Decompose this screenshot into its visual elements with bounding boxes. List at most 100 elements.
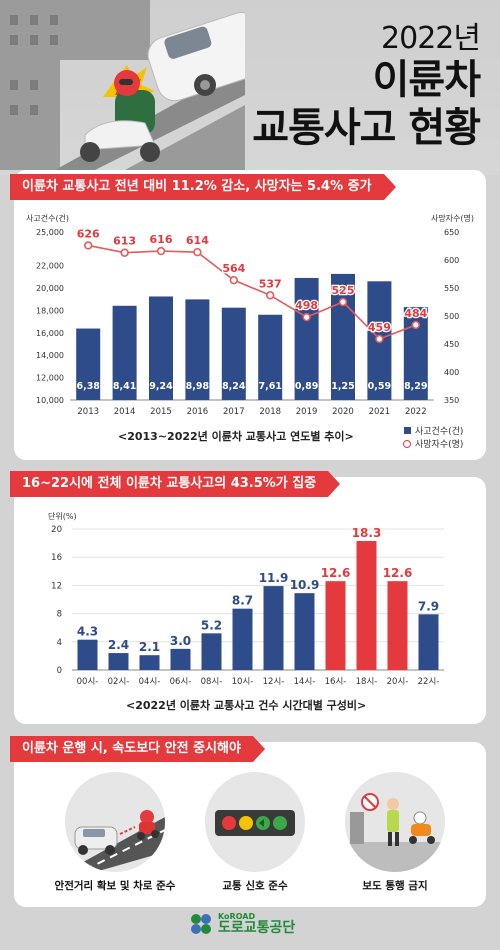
- x-tick-hour: 04시-: [139, 677, 161, 687]
- hourly-share-chart: 단위(%) 0 4 8 12 16 20 4.3 00시- 2.4 02시- 2.1 04시- 3.0 06…: [48, 511, 444, 687]
- y-tick-left: 20,000: [36, 284, 64, 293]
- yearly-trend-card: 이륜차 교통사고 전년 대비 11.2% 감소, 사망자는 5.4% 증가 사고…: [10, 170, 486, 460]
- y-tick-right: 450: [444, 340, 459, 349]
- point-deaths-label: 564: [222, 262, 245, 275]
- y-tick-right: 650: [444, 228, 459, 237]
- title-line2: 교통사고 현황: [252, 105, 481, 151]
- bar-hourly: [263, 586, 284, 670]
- hourly-share-caption: <2022년 이륜차 교통사고 건수 시간대별 구성비>: [126, 699, 367, 712]
- bar-hourly-value: 8.7: [232, 594, 253, 608]
- x-tick-hour: 20시-: [387, 677, 409, 687]
- y-tick-left: 12,000: [36, 374, 64, 383]
- bar-hourly-value: 18.3: [352, 526, 382, 540]
- point-deaths: [229, 275, 239, 285]
- yearly-trend-ribbon: 이륜차 교통사고 전년 대비 11.2% 감소, 사망자는 5.4% 증가: [10, 174, 396, 200]
- y-axis-title: 단위(%): [48, 511, 77, 521]
- point-deaths: [156, 246, 166, 256]
- bar-hourly: [108, 653, 129, 670]
- x-tick-year: 2014: [114, 407, 136, 417]
- bar-hourly-value: 7.9: [418, 599, 439, 613]
- point-deaths: [193, 247, 202, 257]
- tip-circle-3: [345, 772, 445, 872]
- bar-hourly: [325, 581, 346, 670]
- x-tick-year: 2013: [77, 407, 99, 417]
- y-tick-left: 25,000: [36, 228, 64, 237]
- bar-value-label: 20,598: [361, 381, 398, 392]
- safety-tips-ribbon: 이륜차 운행 시, 속도보다 안전 중시해야: [10, 736, 265, 762]
- bar-hourly: [356, 540, 377, 670]
- x-tick-hour: 14시-: [294, 677, 316, 687]
- point-deaths: [338, 297, 348, 307]
- yearly-trend-caption: <2013~2022년 이륜차 교통사고 연도별 추이>: [118, 430, 354, 443]
- koroad-logo-mark: [190, 913, 212, 935]
- tip-circle-2: [205, 772, 305, 872]
- bar-hourly-value: 5.2: [201, 618, 222, 632]
- point-deaths: [120, 248, 129, 257]
- bar-accidents: [221, 307, 246, 400]
- bar-hourly: [232, 608, 253, 670]
- point-deaths: [83, 241, 93, 250]
- x-tick-year: 2020: [332, 407, 354, 417]
- bar-hourly-value: 3.0: [170, 634, 191, 648]
- y-tick: 16: [51, 553, 62, 563]
- bar-value-label: 19,243: [143, 381, 180, 392]
- point-deaths: [302, 312, 311, 322]
- traffic-light-icon: [215, 810, 295, 836]
- bar-hourly: [387, 581, 408, 670]
- x-tick-hour: 08시-: [201, 677, 223, 687]
- x-tick-year: 2016: [187, 407, 209, 417]
- car-scooter-distance-icon: [65, 810, 165, 872]
- point-deaths-label: 613: [113, 235, 136, 248]
- point-deaths-label: 626: [77, 227, 100, 240]
- bar-accidents: [185, 299, 210, 400]
- legend-deaths-label: 사망자수(명): [415, 440, 464, 450]
- legend-deaths-swatch: [403, 439, 411, 448]
- y-tick: 20: [51, 525, 62, 535]
- bar-accidents: [294, 277, 319, 400]
- y-tick-right: 350: [444, 396, 459, 405]
- bar-value-label: 21,258: [325, 381, 362, 392]
- x-tick-hour: 16시-: [325, 677, 347, 687]
- y-tick-right: 600: [444, 256, 459, 265]
- line-deaths: [88, 244, 417, 340]
- x-tick-year: 2015: [150, 407, 172, 417]
- bar-accidents: [76, 328, 101, 400]
- point-deaths-label: 484: [404, 307, 427, 320]
- y-axis-title-right: 사망자수(명): [431, 213, 474, 223]
- bar-accidents: [149, 296, 173, 400]
- bar-hourly: [77, 639, 98, 670]
- bar-hourly-value: 11.9: [259, 571, 289, 585]
- point-deaths: [375, 334, 384, 344]
- bar-hourly-value: 10.9: [290, 578, 320, 592]
- bar-hourly: [294, 593, 315, 670]
- bar-value-label: 18,295: [397, 381, 434, 392]
- bar-value-label: 16,381: [70, 381, 107, 392]
- y-tick-right: 500: [444, 312, 459, 321]
- y-tick-left: 22,000: [36, 262, 64, 271]
- point-deaths-label: 616: [150, 233, 173, 246]
- bar-accidents: [258, 314, 283, 400]
- bar-value-label: 20,898: [288, 381, 325, 392]
- bar-accidents: [331, 273, 355, 400]
- logo-text-en: KoROAD: [218, 912, 256, 921]
- y-tick: 12: [51, 581, 62, 591]
- bar-hourly-value: 12.6: [383, 566, 413, 580]
- y-tick-left: 16,000: [36, 329, 64, 338]
- bar-hourly-value: 2.1: [139, 640, 160, 654]
- legend-accidents-swatch: [404, 427, 411, 434]
- point-deaths-label: 459: [368, 321, 391, 334]
- x-tick-year: 2019: [296, 407, 318, 417]
- x-tick-hour: 18시-: [356, 677, 378, 687]
- y-tick-left: 14,000: [36, 351, 64, 360]
- y-tick: 8: [57, 610, 62, 620]
- x-tick-hour: 10시-: [232, 677, 254, 687]
- tip-label-3: 보도 통행 금지: [362, 880, 428, 892]
- hourly-share-ribbon: 16~22시에 전체 이륜차 교통사고의 43.5%가 집중: [10, 471, 341, 497]
- title-block: 2022년 이륜차 교통사고 현황: [252, 22, 481, 152]
- tip-label-2: 교통 신호 준수: [222, 880, 288, 892]
- y-tick: 4: [57, 638, 62, 648]
- x-tick-year: 2017: [223, 407, 245, 417]
- x-tick-hour: 02시-: [108, 677, 130, 687]
- bar-accidents: [112, 305, 137, 400]
- y-axis-title-left: 사고건수(건): [26, 213, 69, 223]
